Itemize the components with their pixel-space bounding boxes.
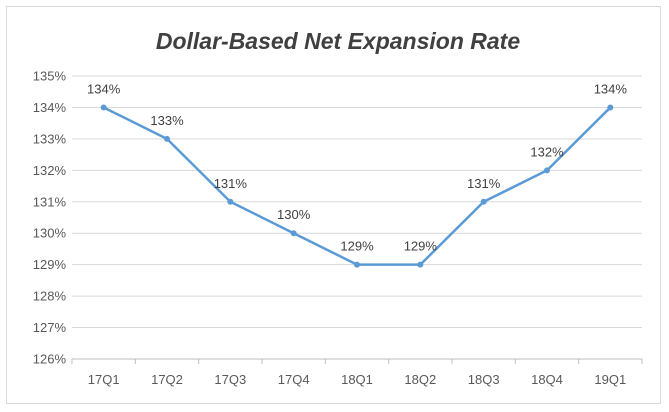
chart-title: Dollar-Based Net Expansion Rate [156,28,520,54]
data-label: 132% [530,144,564,159]
y-tick-label: 128% [33,289,67,304]
x-tick-label: 18Q3 [468,372,500,387]
data-label: 130% [277,207,311,222]
y-tick-label: 129% [33,257,67,272]
data-label: 129% [340,239,374,254]
x-tick-label: 17Q2 [151,372,183,387]
x-tick-label: 17Q3 [214,372,246,387]
y-tick-label: 127% [33,320,67,335]
x-tick-label: 19Q1 [594,372,626,387]
data-label: 131% [214,176,248,191]
x-tick-label: 17Q1 [88,372,120,387]
y-tick-label: 130% [33,226,67,241]
x-tick-label: 18Q4 [531,372,563,387]
data-point [100,104,107,111]
data-point [480,198,487,205]
y-tick-label: 133% [33,131,67,146]
y-tick-label: 126% [33,352,67,367]
y-tick-label: 134% [33,100,67,115]
data-label: 129% [404,239,438,254]
x-tick-label: 18Q2 [404,372,436,387]
data-labels: 134% 133% 131% 130% 129% 129% 131% 132% 134% [87,81,627,253]
data-point [164,135,170,142]
data-label: 134% [87,81,121,96]
data-label: 134% [594,81,628,96]
series-layer [100,104,614,268]
chart-frame [6,6,661,404]
x-tick-label: 17Q4 [278,372,310,387]
data-point [544,167,550,174]
y-tick-label: 132% [33,163,67,178]
data-point [417,261,424,268]
y-tick-label: 135% [33,69,67,84]
data-point [227,198,234,205]
axes: 126% 127% 128% 129% 130% 131% 132% 133% 134% 135%… [33,69,643,387]
data-point [354,261,360,268]
x-tick-label: 18Q1 [341,372,373,387]
data-label: 131% [467,176,501,191]
data-point [607,104,614,111]
y-tick-label: 131% [33,194,67,209]
data-point [290,230,297,237]
data-label: 133% [150,113,184,128]
